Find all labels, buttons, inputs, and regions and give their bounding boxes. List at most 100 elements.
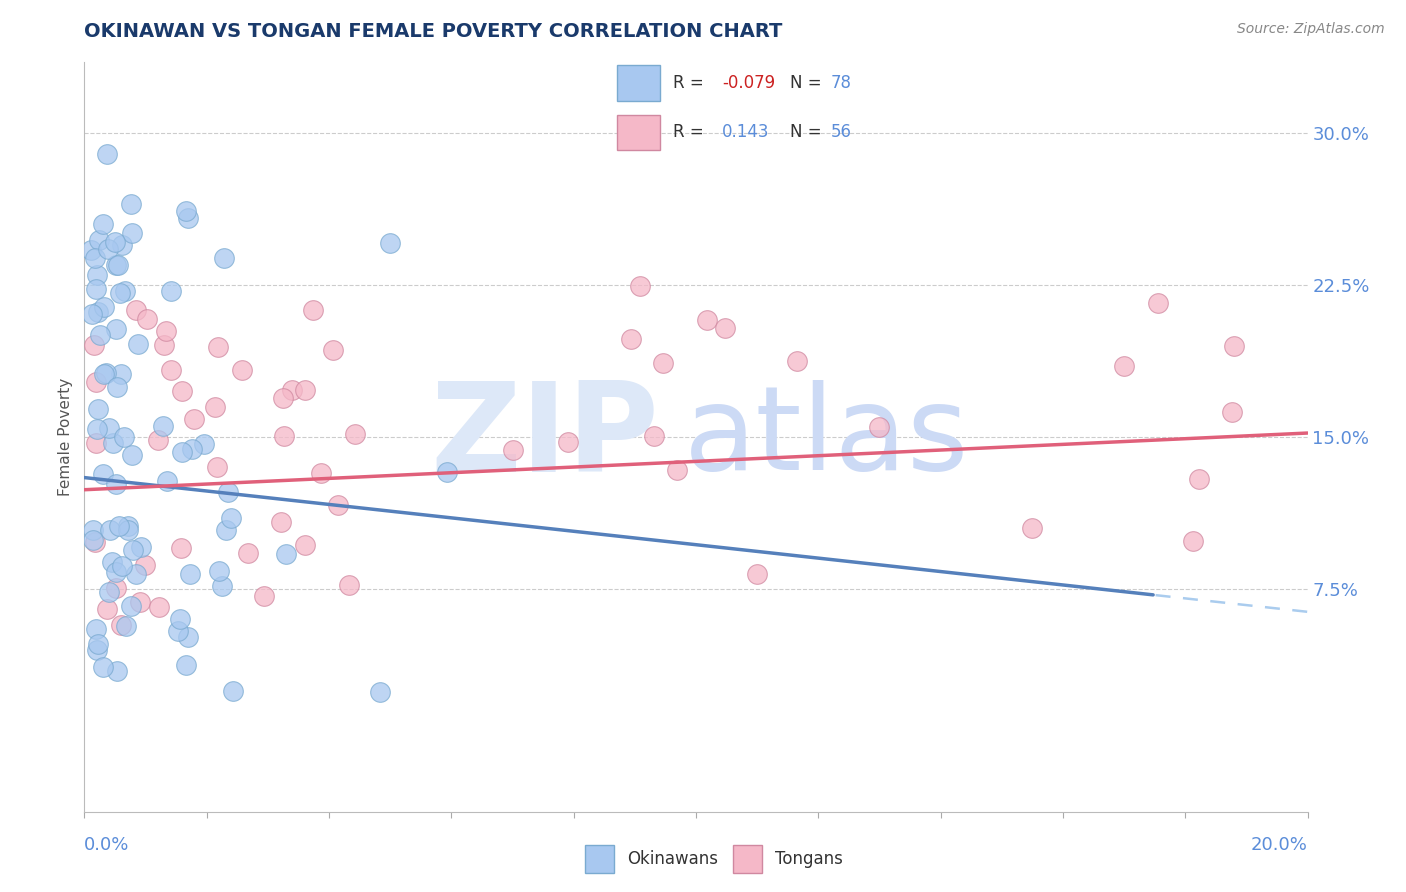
- Bar: [585, 845, 614, 872]
- Point: [127, 336, 149, 351]
- Point: [84, 282, 107, 296]
- Point: [378, 235, 401, 250]
- Point: [87, 234, 110, 248]
- Point: [253, 590, 276, 604]
- Bar: [733, 845, 762, 872]
- Point: [108, 519, 131, 533]
- Text: 0.0%: 0.0%: [84, 836, 129, 854]
- Point: [82, 307, 104, 321]
- Point: [110, 367, 132, 381]
- Point: [93, 217, 115, 231]
- Text: 20.0%: 20.0%: [1251, 836, 1308, 854]
- Point: [643, 429, 665, 443]
- Point: [1114, 359, 1136, 374]
- Point: [105, 380, 128, 394]
- Point: [502, 443, 524, 458]
- Point: [212, 252, 235, 266]
- Point: [302, 302, 325, 317]
- Point: [125, 567, 148, 582]
- Point: [86, 622, 108, 636]
- Point: [146, 433, 169, 447]
- Text: R =: R =: [672, 75, 709, 93]
- Point: [134, 558, 156, 572]
- Point: [93, 300, 115, 314]
- Point: [745, 567, 768, 582]
- Point: [120, 599, 142, 614]
- Point: [105, 258, 128, 272]
- Point: [177, 211, 200, 226]
- Point: [1021, 521, 1043, 535]
- Point: [271, 391, 294, 405]
- Text: N =: N =: [790, 75, 827, 93]
- Point: [87, 304, 110, 318]
- Point: [87, 637, 110, 651]
- Point: [193, 436, 215, 450]
- Point: [1223, 339, 1246, 353]
- Point: [322, 343, 344, 357]
- Point: [1146, 296, 1168, 310]
- Point: [869, 420, 891, 434]
- Point: [96, 146, 118, 161]
- Point: [82, 523, 104, 537]
- Point: [368, 684, 391, 698]
- Point: [177, 630, 200, 644]
- Point: [128, 595, 150, 609]
- Text: 56: 56: [831, 123, 852, 141]
- Point: [344, 427, 367, 442]
- Point: [204, 400, 226, 414]
- Y-axis label: Female Poverty: Female Poverty: [58, 378, 73, 496]
- Text: OKINAWAN VS TONGAN FEMALE POVERTY CORRELATION CHART: OKINAWAN VS TONGAN FEMALE POVERTY CORREL…: [84, 22, 783, 41]
- Point: [82, 533, 104, 548]
- Point: [156, 474, 179, 488]
- Point: [328, 498, 350, 512]
- Point: [83, 251, 105, 265]
- Point: [101, 436, 124, 450]
- Point: [160, 362, 183, 376]
- Point: [80, 243, 103, 257]
- Point: [115, 619, 138, 633]
- Point: [96, 602, 118, 616]
- Point: [1187, 472, 1209, 486]
- Point: [86, 422, 108, 436]
- Text: 0.143: 0.143: [723, 123, 769, 141]
- Point: [112, 430, 135, 444]
- Text: Okinawans: Okinawans: [627, 849, 718, 868]
- Point: [122, 542, 145, 557]
- Point: [276, 547, 298, 561]
- Point: [174, 658, 197, 673]
- Point: [91, 659, 114, 673]
- Point: [236, 545, 259, 559]
- Point: [170, 445, 193, 459]
- Point: [104, 476, 127, 491]
- Point: [114, 285, 136, 299]
- Point: [280, 383, 302, 397]
- Text: 78: 78: [831, 75, 852, 93]
- Point: [294, 538, 316, 552]
- Point: [786, 354, 808, 368]
- Point: [121, 448, 143, 462]
- Point: [183, 411, 205, 425]
- Point: [111, 559, 134, 574]
- Point: [167, 624, 190, 639]
- Point: [91, 467, 114, 482]
- Text: Source: ZipAtlas.com: Source: ZipAtlas.com: [1237, 22, 1385, 37]
- Point: [97, 242, 120, 256]
- Point: [105, 664, 128, 678]
- Point: [208, 564, 231, 578]
- Point: [169, 612, 191, 626]
- Text: -0.079: -0.079: [723, 75, 775, 93]
- Point: [231, 363, 253, 377]
- Point: [270, 515, 292, 529]
- Point: [211, 579, 233, 593]
- Point: [174, 204, 197, 219]
- Point: [131, 541, 153, 555]
- Point: [652, 356, 675, 370]
- Point: [620, 332, 643, 346]
- Point: [205, 460, 228, 475]
- Point: [84, 436, 107, 450]
- Point: [1181, 534, 1204, 549]
- Point: [84, 375, 107, 389]
- Point: [83, 535, 105, 549]
- Text: Tongans: Tongans: [775, 849, 842, 868]
- Point: [120, 197, 142, 211]
